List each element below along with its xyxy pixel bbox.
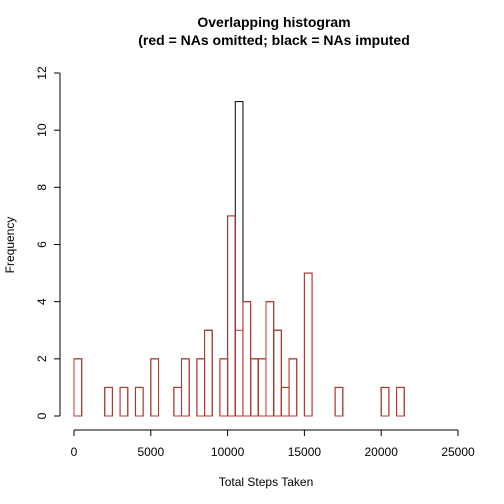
series-imputed xyxy=(73,101,405,417)
histogram-bar-omitted xyxy=(288,358,298,417)
histogram-bar-omitted xyxy=(242,301,252,417)
x-tick-label: 5000 xyxy=(137,445,164,459)
histogram-bar-omitted xyxy=(150,358,159,417)
x-axis: 0 5000 10000 15000 20000 25000 xyxy=(71,429,475,459)
histogram-bar-imputed xyxy=(204,329,213,417)
x-tick-label: 20000 xyxy=(365,445,399,459)
histogram-bar-imputed xyxy=(173,386,183,417)
x-tick-label: 10000 xyxy=(211,445,245,459)
histogram-bar-omitted xyxy=(303,272,313,417)
y-tick-label: 2 xyxy=(35,355,49,362)
y-tick-label: 10 xyxy=(35,123,49,137)
x-tick-label: 25000 xyxy=(441,445,475,459)
histogram-bar-imputed xyxy=(250,358,259,417)
histogram-bar-omitted xyxy=(273,329,282,417)
histogram-bar-imputed xyxy=(134,386,144,417)
histogram-bar-imputed xyxy=(280,386,290,417)
histogram-bar-omitted xyxy=(196,358,206,417)
y-tick-label: 0 xyxy=(35,412,49,419)
histogram-bar-omitted xyxy=(119,386,129,417)
histogram-bar-omitted xyxy=(204,329,213,417)
y-tick-label: 8 xyxy=(35,184,49,191)
histogram-bar-imputed xyxy=(150,358,159,417)
chart-title-line2: (red = NAs omitted; black = NAs imputed xyxy=(138,32,410,48)
y-tick-label: 12 xyxy=(35,66,49,80)
histogram-bar-omitted xyxy=(257,358,267,417)
series-omitted xyxy=(73,215,405,417)
histogram-bar-imputed xyxy=(265,301,275,417)
histogram-bar-imputed xyxy=(380,386,390,417)
histogram-bar-omitted xyxy=(219,358,229,417)
histogram-bar-omitted xyxy=(265,301,275,417)
histogram-bar-imputed xyxy=(104,386,113,417)
y-tick-label: 4 xyxy=(35,298,49,305)
histogram-bar-omitted xyxy=(181,358,190,417)
histogram-bar-omitted xyxy=(280,386,290,417)
histogram-bar-imputed xyxy=(181,358,190,417)
histogram-bar-omitted xyxy=(134,386,144,417)
histogram-bar-imputed xyxy=(334,386,344,417)
chart-title-line1: Overlapping histogram xyxy=(197,14,350,30)
histogram-bar-omitted xyxy=(104,386,113,417)
histogram-bar-omitted xyxy=(234,329,244,417)
histogram-bar-imputed xyxy=(227,215,236,417)
x-tick-label: 15000 xyxy=(288,445,322,459)
histogram-bar-omitted xyxy=(173,386,183,417)
histogram-bar-imputed xyxy=(303,272,313,417)
histogram-bar-imputed xyxy=(288,358,298,417)
histogram-bar-imputed xyxy=(119,386,129,417)
histogram-bar-omitted xyxy=(250,358,259,417)
histogram-bar-omitted xyxy=(380,386,390,417)
histogram-bar-imputed xyxy=(396,386,405,417)
histogram-bar-omitted xyxy=(73,358,83,417)
y-tick-label: 6 xyxy=(35,241,49,248)
histogram-bar-omitted xyxy=(227,215,236,417)
histogram-bar-imputed xyxy=(73,358,83,417)
histogram-bar-omitted xyxy=(334,386,344,417)
histogram-bar-omitted xyxy=(396,386,405,417)
histogram-bar-imputed xyxy=(273,329,282,417)
histogram-bar-imputed xyxy=(196,358,206,417)
bars-layer xyxy=(73,101,405,417)
histogram-bar-imputed xyxy=(242,301,252,417)
x-tick-label: 0 xyxy=(71,445,78,459)
y-axis-label: Frequency xyxy=(3,217,17,274)
x-axis-label: Total Steps Taken xyxy=(219,475,314,489)
histogram-bar-imputed xyxy=(219,358,229,417)
histogram-bar-imputed xyxy=(234,101,244,417)
y-axis: 0 2 4 6 8 10 12 xyxy=(35,66,61,419)
histogram-bar-imputed xyxy=(257,358,267,417)
